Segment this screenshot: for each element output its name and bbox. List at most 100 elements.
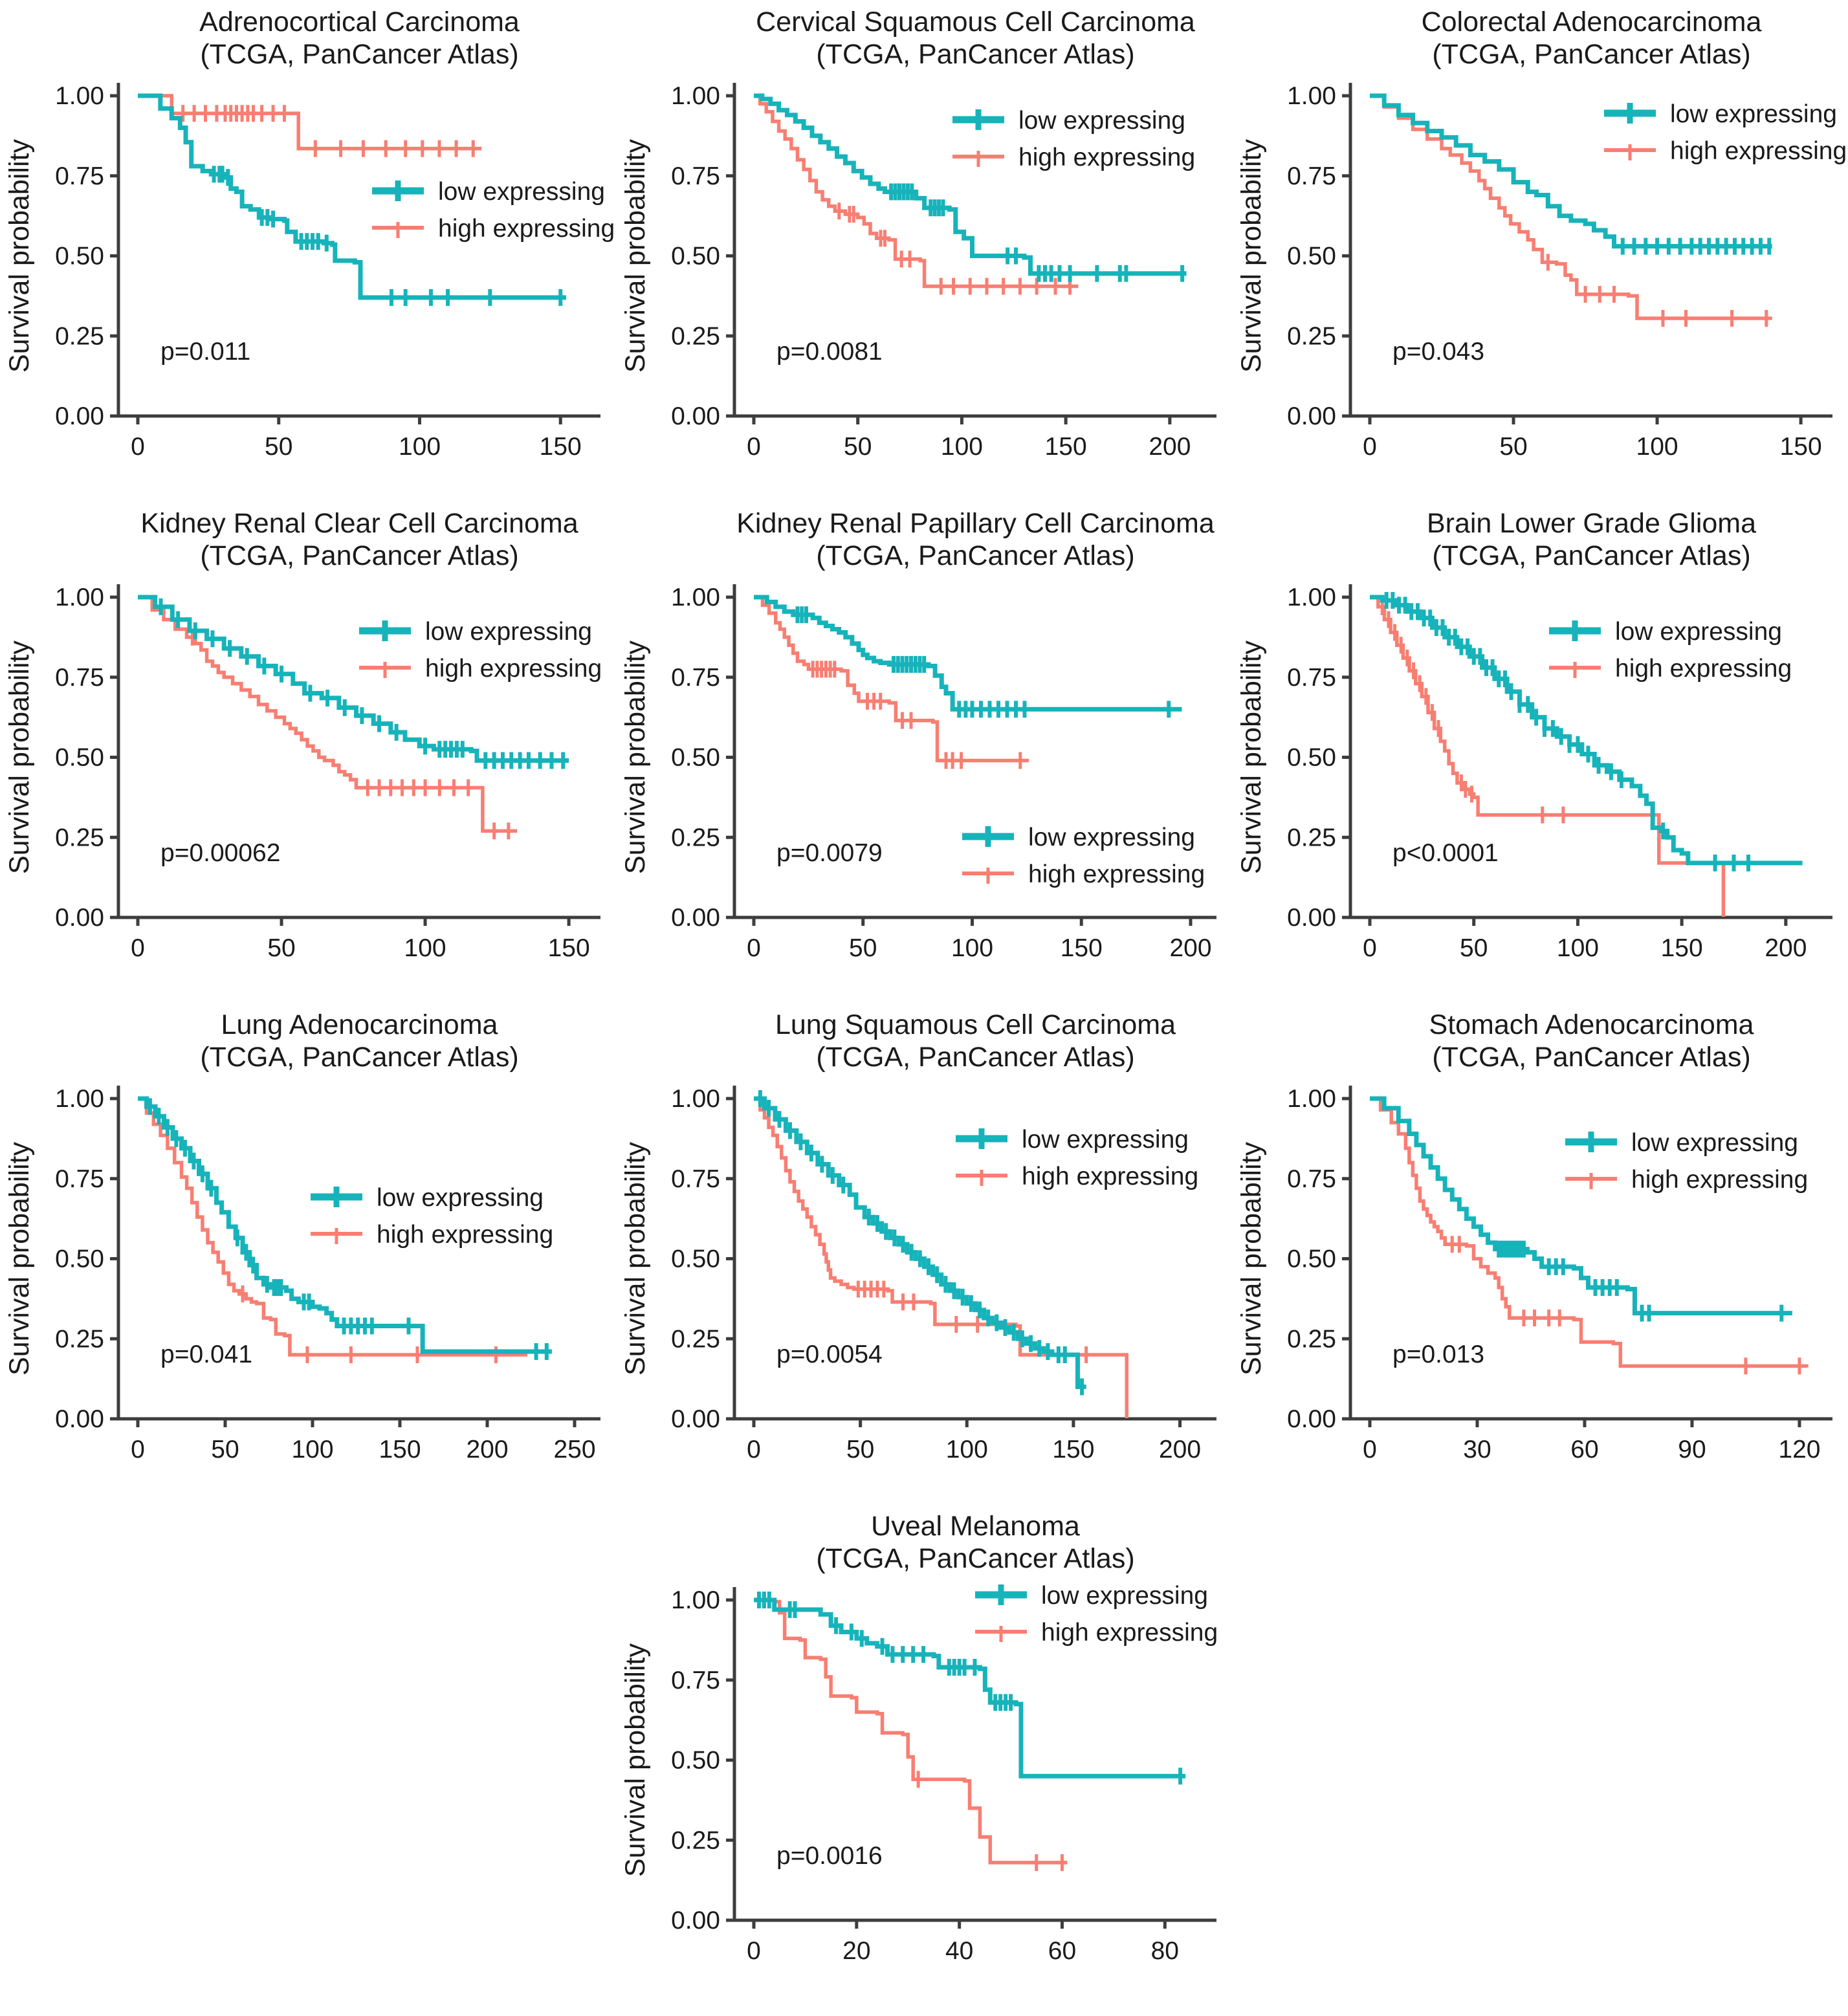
x-tick-label: 200 — [1149, 433, 1191, 461]
legend: low expressing high expressing — [962, 824, 1205, 888]
y-axis-label: Survival probability — [620, 1142, 651, 1375]
km-plot-kirp: Kidney Renal Papillary Cell Carcinoma(TC… — [620, 508, 1216, 962]
high-curve — [754, 1598, 1068, 1865]
legend: low expressing high expressing — [952, 107, 1195, 171]
y-tick-label: 0.00 — [55, 402, 104, 430]
legend-label: low expressing — [1615, 618, 1782, 646]
panel-subtitle: (TCGA, PanCancer Atlas) — [200, 540, 518, 571]
x-tick-label: 0 — [1363, 1436, 1377, 1463]
x-tick-label: 250 — [553, 1436, 595, 1463]
y-tick-label: 0.50 — [55, 243, 104, 270]
panel-lung-adenocarcinoma: Lung Adenocarcinoma (TCGA, PanCancer Atla… — [0, 1003, 616, 1504]
panel-title: Lung Squamous Cell Carcinoma — [775, 1009, 1176, 1040]
legend-label: low expressing — [1028, 824, 1195, 851]
y-axis-label: Survival probability — [4, 139, 35, 373]
y-axis-label: Survival probability — [1236, 641, 1267, 874]
y-axis-label: Survival probability — [1236, 139, 1267, 373]
y-tick-label: 0.75 — [1287, 664, 1336, 692]
x-tick-label: 50 — [844, 433, 872, 461]
legend-label: low expressing — [1041, 1582, 1208, 1610]
legend-label: low expressing — [438, 178, 605, 206]
legend-label: low expressing — [1631, 1129, 1798, 1157]
legend-label: low expressing — [425, 618, 592, 646]
y-tick-label: 1.00 — [671, 1085, 720, 1113]
x-tick-label: 100 — [951, 934, 993, 962]
x-tick-label: 150 — [1045, 433, 1087, 461]
y-tick-label: 0.75 — [1287, 1165, 1336, 1193]
x-tick-label: 150 — [540, 433, 582, 461]
low-curve — [754, 595, 1182, 712]
p-value-label: p=0.0016 — [776, 1842, 883, 1870]
legend-label: high expressing — [1028, 860, 1205, 888]
legend: low expressing high expressing — [1604, 100, 1847, 165]
panel-subtitle: (TCGA, PanCancer Atlas) — [816, 540, 1134, 571]
y-tick-label: 0.50 — [671, 243, 720, 270]
panel-subtitle: (TCGA, PanCancer Atlas) — [1432, 540, 1750, 571]
legend: low expressing high expressing — [359, 618, 602, 683]
x-tick-label: 150 — [1661, 934, 1703, 962]
panel-subtitle: (TCGA, PanCancer Atlas) — [816, 39, 1134, 70]
legend-label: high expressing — [1631, 1166, 1808, 1194]
x-tick-label: 50 — [211, 1436, 239, 1463]
p-value-label: p=0.043 — [1392, 338, 1484, 366]
y-tick-label: 0.25 — [671, 824, 720, 851]
high-curve — [754, 1097, 1128, 1419]
x-tick-label: 150 — [1061, 934, 1103, 962]
low-curve — [138, 93, 566, 300]
y-tick-label: 0.25 — [55, 824, 104, 851]
y-tick-label: 0.00 — [55, 1405, 104, 1433]
panel-stomach-adenocarcinoma: Stomach Adenocarcinoma (TCGA, PanCancer A… — [1232, 1003, 1848, 1504]
y-tick-label: 1.00 — [671, 1586, 720, 1614]
y-tick-label: 0.50 — [1287, 243, 1336, 270]
low-curve — [1370, 93, 1772, 249]
x-tick-label: 20 — [842, 1937, 870, 1965]
legend-label: high expressing — [1615, 655, 1792, 683]
x-tick-label: 120 — [1778, 1436, 1820, 1463]
high-curve — [1370, 94, 1772, 320]
high-curve — [754, 595, 1029, 763]
panel-title: Uveal Melanoma — [871, 1511, 1080, 1542]
legend: low expressing high expressing — [1549, 618, 1792, 683]
y-tick-label: 0.25 — [1287, 322, 1336, 350]
km-plot-lusc: Lung Squamous Cell Carcinoma(TCGA, PanCa… — [620, 1009, 1216, 1463]
x-tick-label: 0 — [747, 1436, 761, 1463]
p-value-label: p=0.0054 — [776, 1341, 883, 1368]
y-axis-label: Survival probability — [1236, 1142, 1267, 1375]
km-plot-luad: Lung Adenocarcinoma(TCGA, PanCancer Atla… — [4, 1009, 600, 1463]
km-plot-coad: Colorectal Adenocarcinoma(TCGA, PanCance… — [1236, 6, 1847, 461]
y-tick-label: 0.00 — [671, 904, 720, 932]
panel-subtitle: (TCGA, PanCancer Atlas) — [200, 1042, 518, 1073]
y-tick-label: 0.00 — [1287, 904, 1336, 932]
legend: low expressing high expressing — [956, 1126, 1198, 1190]
high-curve — [1370, 1097, 1809, 1368]
y-tick-label: 1.00 — [55, 1085, 104, 1113]
x-tick-label: 50 — [265, 433, 292, 461]
y-axis-label: Survival probability — [620, 641, 651, 874]
p-value-label: p=0.011 — [160, 338, 250, 366]
legend-label: high expressing — [1018, 144, 1195, 171]
panel-title: Kidney Renal Clear Cell Carcinoma — [140, 508, 578, 539]
y-tick-label: 0.75 — [671, 1165, 720, 1193]
x-tick-label: 200 — [466, 1436, 508, 1463]
panel-cervical-squamous-cell-carcinoma: Cervical Squamous Cell Carcinoma (TCGA, P… — [616, 0, 1232, 501]
x-tick-label: 100 — [1557, 934, 1599, 962]
y-tick-label: 0.00 — [671, 1907, 720, 1934]
y-tick-label: 0.75 — [55, 162, 104, 190]
x-tick-label: 100 — [946, 1436, 988, 1463]
x-tick-label: 40 — [945, 1937, 973, 1965]
p-value-label: p=0.0079 — [776, 839, 883, 867]
legend-label: high expressing — [1041, 1619, 1218, 1647]
x-tick-label: 200 — [1169, 934, 1211, 962]
x-tick-label: 150 — [1052, 1436, 1094, 1463]
x-tick-label: 0 — [1363, 934, 1377, 962]
high-curve — [754, 94, 1079, 289]
y-tick-label: 0.50 — [671, 1245, 720, 1273]
panel-adrenocortical-carcinoma: Adrenocortical Carcinoma (TCGA, PanCancer… — [0, 0, 616, 501]
low-curve — [1370, 1096, 1792, 1316]
legend: low expressing high expressing — [311, 1184, 553, 1249]
p-value-label: p=0.013 — [1392, 1341, 1484, 1368]
x-tick-label: 0 — [131, 1436, 145, 1463]
y-tick-label: 0.00 — [55, 904, 104, 932]
km-plot-stad: Stomach Adenocarcinoma(TCGA, PanCancer A… — [1236, 1009, 1832, 1463]
